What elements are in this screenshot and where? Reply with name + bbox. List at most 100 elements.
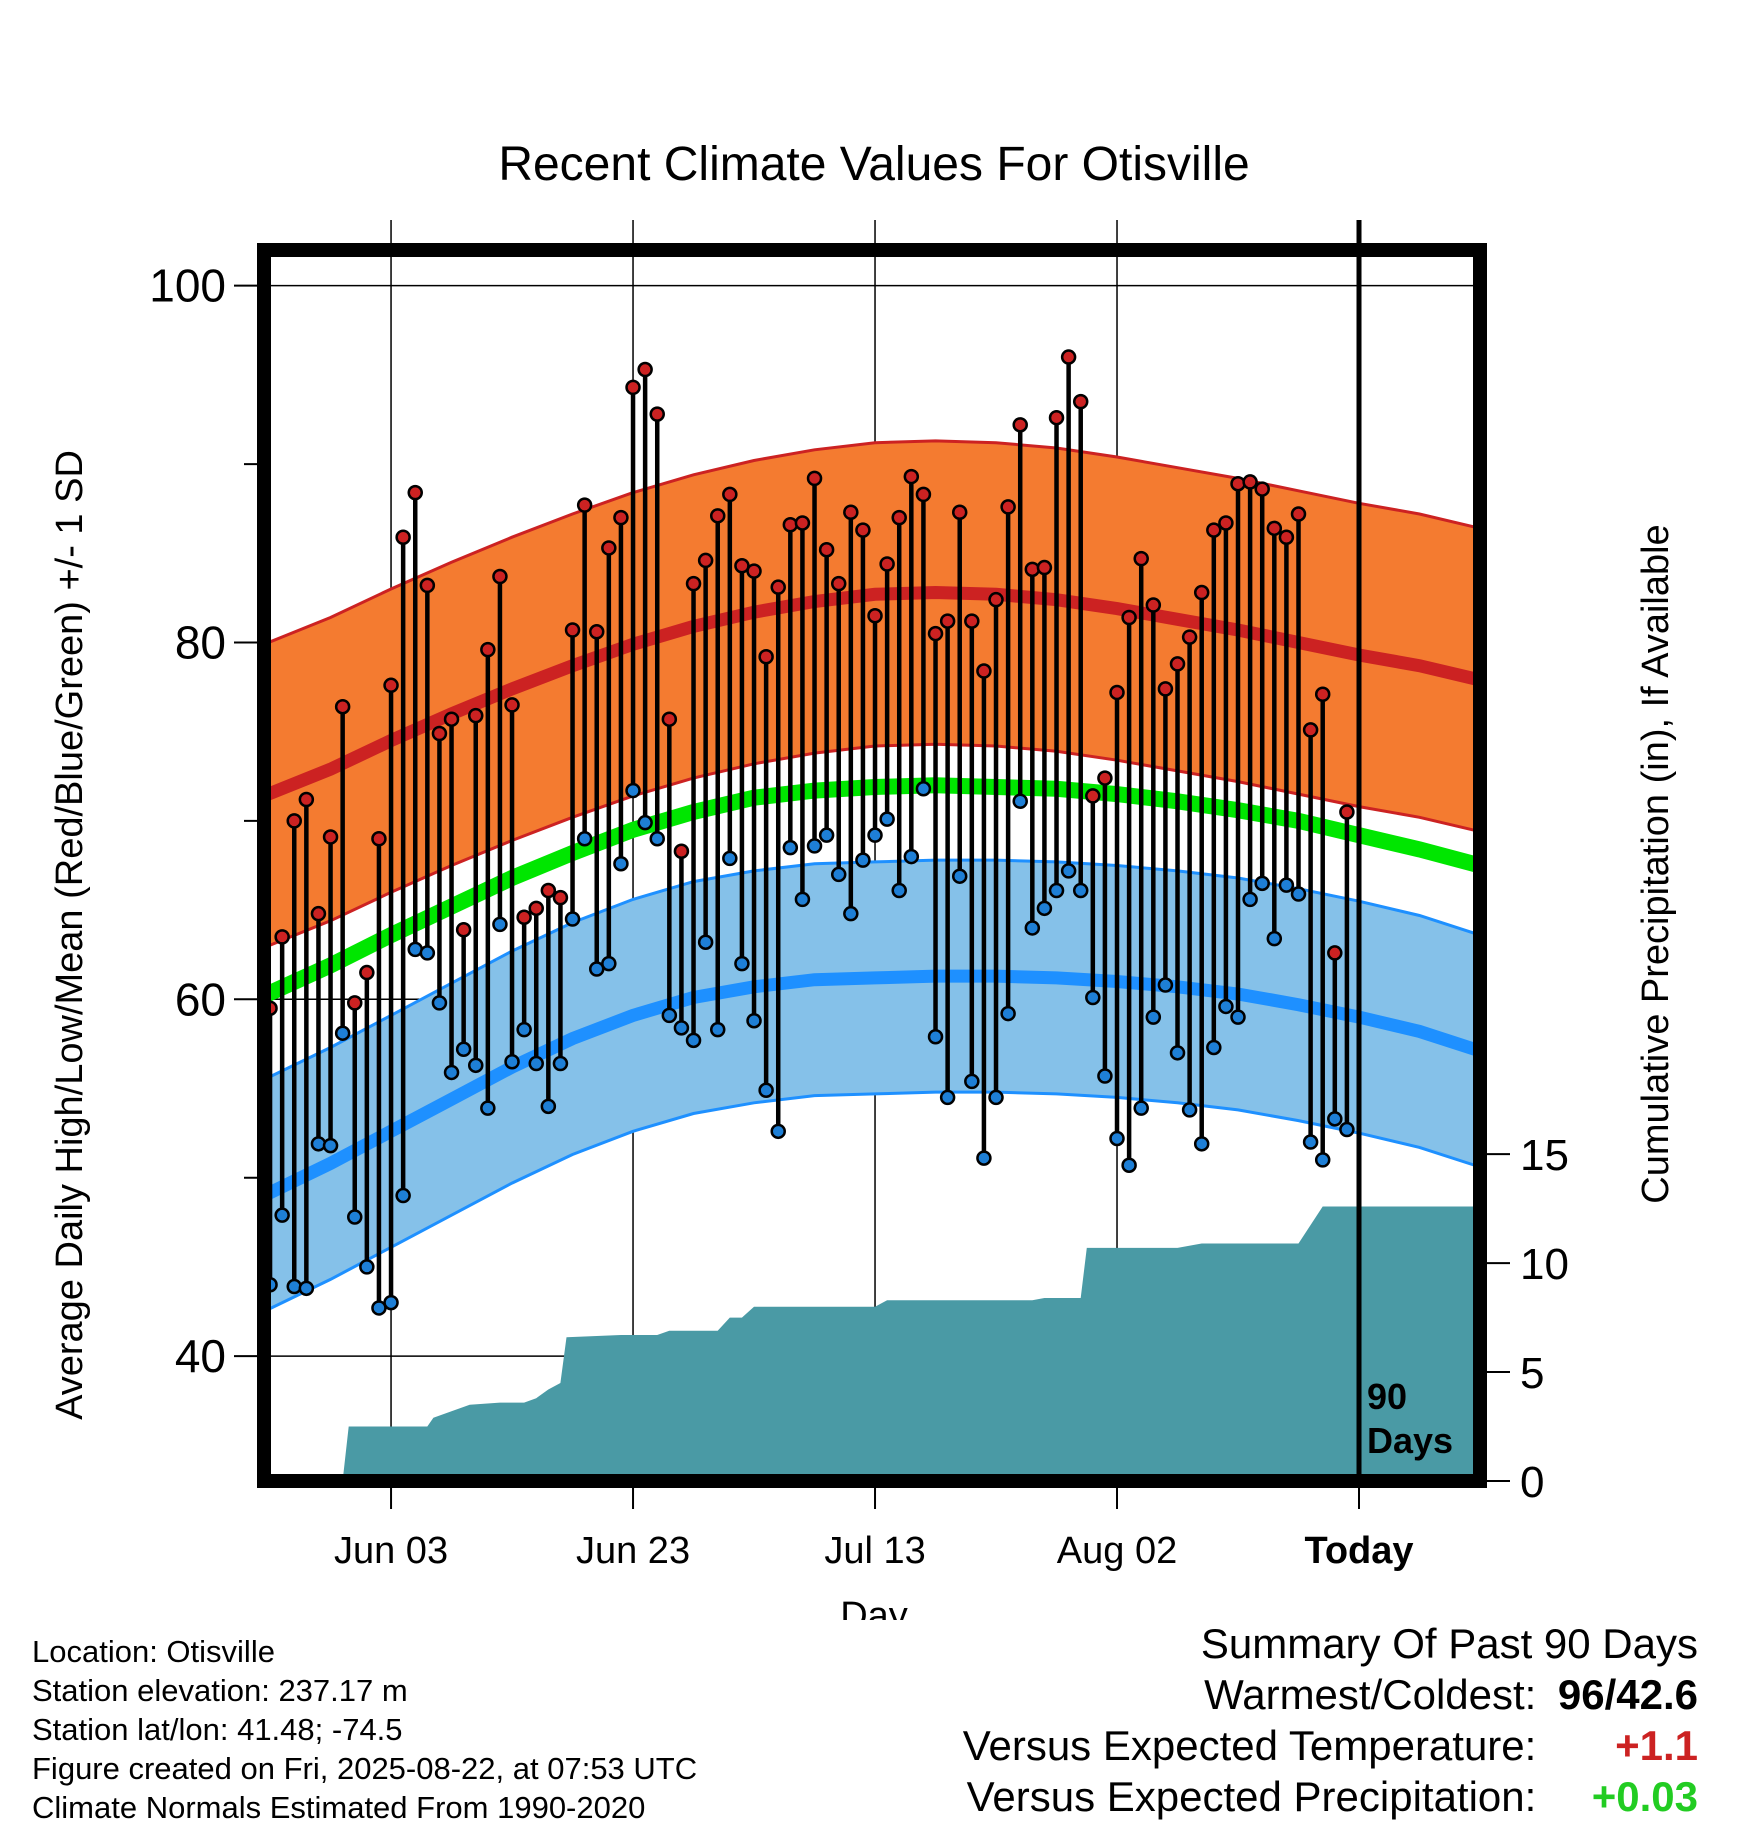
- daily-low-point: [951, 868, 968, 884]
- daily-low-point: [709, 1021, 726, 1038]
- daily-low-point: [794, 891, 811, 908]
- daily-low-point: [855, 852, 871, 868]
- daily-low-point: [697, 934, 714, 950]
- daily-low-point: [1278, 877, 1295, 893]
- daily-high-point: [976, 663, 992, 679]
- station-info: Location: Otisville Station elevation: 2…: [32, 1632, 697, 1827]
- daily-low-point: [359, 1259, 375, 1275]
- daily-low-point: [334, 1025, 351, 1041]
- daily-high-point: [1072, 393, 1089, 410]
- daily-low-point: [867, 827, 883, 843]
- daily-high-point: [1266, 520, 1283, 537]
- normals-text: Climate Normals Estimated From 1990-2020: [32, 1790, 646, 1825]
- daily-low-point: [843, 905, 859, 922]
- daily-low-point: [746, 1012, 762, 1029]
- chart-title: Recent Climate Values For Otisville: [498, 138, 1249, 191]
- daily-high-point: [891, 509, 907, 526]
- x-tick-label: Aug 02: [1057, 1530, 1177, 1572]
- daily-high-point: [540, 882, 557, 899]
- daily-high-point: [334, 698, 351, 715]
- daily-low-point: [734, 955, 750, 972]
- daily-high-point: [709, 508, 726, 524]
- daily-high-point: [1327, 945, 1343, 961]
- normal-high-line: [261, 585, 1482, 802]
- daily-high-point: [601, 540, 617, 556]
- daily-high-point: [504, 697, 520, 713]
- created-text: Figure created on Fri, 2025-08-22, at 07…: [32, 1751, 698, 1786]
- daily-high-point: [1024, 561, 1041, 578]
- summary-panel: Summary Of Past 90 Days Warmest/Coldest:…: [963, 1618, 1698, 1822]
- daily-low-point: [1121, 1157, 1137, 1173]
- summary-title: Summary Of Past 90 Days: [1200, 1620, 1698, 1667]
- daily-low-point: [1097, 1068, 1113, 1084]
- daily-low-point: [564, 911, 581, 927]
- daily-high-point: [1302, 722, 1319, 738]
- x-tick-label: Jul 13: [824, 1530, 925, 1572]
- x-tick-label: Jun 23: [576, 1530, 690, 1572]
- daily-high-point: [467, 707, 484, 724]
- daily-high-point: [1000, 499, 1016, 515]
- x-tick-label: Jun 03: [334, 1530, 448, 1572]
- y-axis-label: Average Daily High/Low/Mean (Red/Blue/Gr…: [49, 450, 91, 1420]
- y2-tick-label: 0: [1520, 1458, 1544, 1507]
- normal-low-line: [261, 969, 1483, 1202]
- daily-low-point: [346, 1209, 363, 1225]
- daily-high-point: [588, 624, 605, 640]
- daily-low-point: [467, 1057, 484, 1074]
- daily-high-point: [903, 468, 920, 485]
- daily-low-point: [1181, 1102, 1198, 1118]
- daily-low-point: [1000, 1005, 1016, 1022]
- daily-high-point: [1121, 609, 1137, 626]
- daily-high-point: [407, 484, 423, 501]
- y-tick-label: 60: [175, 973, 226, 1025]
- daily-low-point: [1266, 930, 1283, 947]
- daily-high-point: [286, 813, 302, 829]
- daily-high-point: [879, 556, 895, 572]
- daily-low-point: [1145, 1009, 1162, 1025]
- daily-low-point: [1012, 793, 1028, 810]
- daily-high-point: [1218, 515, 1234, 531]
- daily-low-point: [770, 1123, 786, 1140]
- daily-high-point: [395, 529, 411, 545]
- daily-low-point: [601, 955, 617, 972]
- daily-high-point: [322, 829, 339, 845]
- daily-high-point: [431, 725, 448, 742]
- daily-high-point: [867, 607, 883, 624]
- daily-low-point: [395, 1187, 411, 1204]
- daily-low-point: [1314, 1152, 1331, 1168]
- daily-high-point: [1181, 629, 1198, 645]
- climate-chart: Recent Climate Values For Otisville Aver…: [49, 138, 1677, 1620]
- temp-diff-value: +1.1: [1615, 1722, 1698, 1769]
- daily-low-point: [818, 827, 835, 843]
- daily-low-point: [1218, 998, 1234, 1015]
- daily-low-point: [806, 838, 823, 854]
- y2-tick-label: 5: [1520, 1349, 1544, 1398]
- daily-low-point: [1339, 1121, 1355, 1138]
- daily-low-point: [1109, 1130, 1125, 1147]
- daily-high-point: [939, 613, 956, 629]
- daily-low-point: [891, 882, 907, 899]
- daily-low-point: [637, 814, 653, 831]
- daily-high-point: [1085, 788, 1101, 804]
- summary-warmest-row: Warmest/Coldest: 96/42.6: [963, 1669, 1698, 1720]
- daily-low-point: [782, 839, 799, 856]
- y-tick-label: 100: [149, 260, 226, 312]
- daily-low-point: [528, 1055, 544, 1072]
- precip-diff-value: +0.03: [1591, 1773, 1698, 1820]
- daily-high-point: [758, 649, 774, 665]
- daily-high-point: [685, 575, 702, 592]
- y2-tick-label: 10: [1520, 1240, 1569, 1289]
- daily-high-point: [697, 552, 714, 569]
- daily-high-point: [1339, 804, 1355, 820]
- daily-low-point: [939, 1089, 956, 1106]
- warmest-value: 96: [1557, 1671, 1605, 1718]
- daily-low-point: [649, 830, 665, 847]
- daily-low-point: [1036, 900, 1053, 917]
- daily-low-point: [1302, 1134, 1319, 1150]
- daily-low-point: [419, 945, 436, 961]
- daily-high-point: [1157, 681, 1174, 697]
- location-text: Location: Otisville: [32, 1634, 275, 1669]
- daily-high-point: [673, 843, 690, 859]
- daily-low-point: [1169, 1045, 1186, 1061]
- daily-high-point: [1230, 475, 1246, 492]
